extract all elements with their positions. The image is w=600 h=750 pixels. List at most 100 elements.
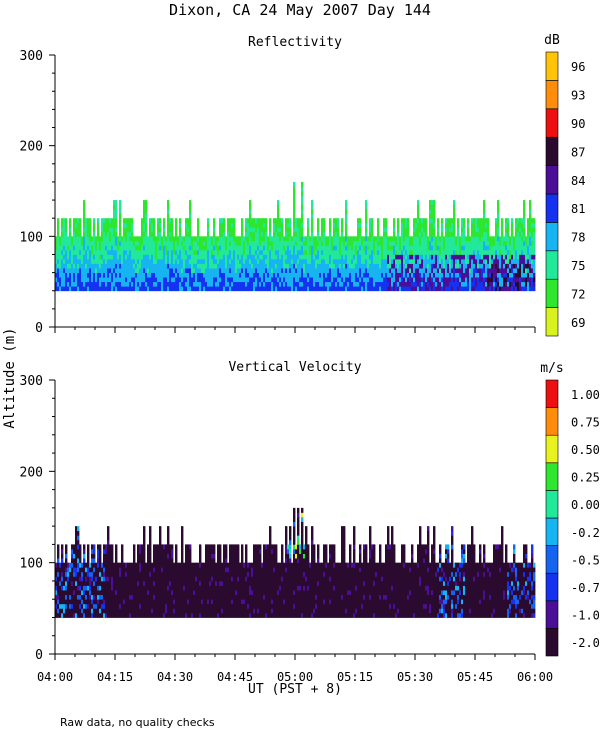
heatmap-cell [207, 571, 210, 577]
heatmap-cell [113, 576, 116, 582]
heatmap-cell [115, 236, 118, 242]
heatmap-cell [157, 580, 160, 586]
heatmap-cell [131, 222, 134, 228]
heatmap-cell [185, 599, 188, 605]
heatmap-cell [379, 268, 382, 273]
heatmap-cell [419, 236, 422, 242]
heatmap-cell [337, 281, 340, 287]
heatmap-cell [249, 268, 252, 273]
heatmap-cell [163, 544, 166, 550]
heatmap-cell [249, 277, 252, 283]
heatmap-cell [209, 567, 212, 573]
heatmap-cell [121, 562, 124, 568]
heatmap-cell [91, 590, 94, 596]
heatmap-cell [151, 608, 154, 614]
heatmap-cell [193, 576, 196, 582]
heatmap-cell [199, 567, 202, 573]
heatmap-cell [285, 263, 288, 269]
heatmap-cell [115, 580, 118, 586]
heatmap-cell [63, 612, 66, 618]
heatmap-cell [185, 286, 188, 292]
heatmap-cell [445, 281, 448, 287]
heatmap-cell [259, 245, 262, 251]
heatmap-cell [149, 603, 152, 609]
heatmap-cell [315, 240, 318, 246]
heatmap-cell [429, 245, 432, 251]
heatmap-cell [401, 263, 404, 269]
heatmap-cell [241, 259, 244, 264]
heatmap-cell [311, 218, 314, 224]
heatmap-cell [363, 259, 366, 264]
heatmap-cell [511, 231, 514, 237]
heatmap-cell [211, 567, 214, 573]
heatmap-cell [393, 254, 396, 260]
heatmap-cell [137, 612, 140, 618]
heatmap-cell [383, 268, 386, 273]
heatmap-cell [155, 236, 158, 242]
heatmap-cell [377, 231, 380, 237]
heatmap-cell [249, 245, 252, 251]
heatmap-cell [55, 272, 58, 278]
heatmap-cell [145, 222, 148, 228]
heatmap-cell [221, 286, 224, 292]
heatmap-cell [283, 277, 286, 283]
heatmap-cell [61, 236, 64, 242]
heatmap-cell [297, 249, 300, 255]
heatmap-cell [277, 236, 280, 242]
heatmap-cell [413, 245, 416, 251]
heatmap-cell [525, 236, 528, 242]
heatmap-cell [185, 580, 188, 586]
heatmap-cell [395, 277, 398, 283]
heatmap-cell [363, 245, 366, 251]
heatmap-cell [305, 268, 308, 273]
heatmap-cell [91, 553, 94, 559]
heatmap-cell [441, 227, 444, 233]
heatmap-cell [153, 571, 156, 577]
heatmap-cell [287, 222, 290, 228]
heatmap-cell [213, 544, 216, 550]
heatmap-cell [257, 286, 260, 292]
heatmap-cell [461, 272, 464, 278]
heatmap-cell [333, 277, 336, 283]
heatmap-cell [139, 268, 142, 273]
heatmap-cell [399, 249, 402, 255]
heatmap-cell [483, 268, 486, 273]
heatmap-cell [71, 286, 74, 292]
heatmap-cell [123, 585, 126, 591]
heatmap-cell [221, 254, 224, 260]
heatmap-cell [61, 240, 64, 246]
heatmap-cell [103, 603, 106, 609]
heatmap-cell [177, 603, 180, 609]
heatmap-cell [175, 240, 178, 246]
heatmap-cell [131, 580, 134, 586]
heatmap-cell [393, 286, 396, 292]
heatmap-cell [105, 277, 108, 283]
heatmap-cell [155, 263, 158, 269]
heatmap-cell [221, 236, 224, 242]
heatmap-cell [317, 259, 320, 264]
heatmap-cell [143, 585, 146, 591]
heatmap-cell [211, 249, 214, 255]
heatmap-cell [279, 236, 282, 242]
heatmap-cell [225, 268, 228, 273]
heatmap-cell [405, 286, 408, 292]
heatmap-cell [263, 222, 266, 228]
heatmap-cell [405, 218, 408, 224]
heatmap-cell [77, 530, 80, 536]
heatmap-cell [151, 567, 154, 573]
heatmap-cell [193, 245, 196, 251]
heatmap-cell [95, 254, 98, 260]
heatmap-cell [283, 281, 286, 287]
heatmap-cell [237, 286, 240, 292]
heatmap-cell [213, 222, 216, 228]
heatmap-cell [229, 553, 232, 559]
heatmap-cell [55, 571, 58, 577]
heatmap-cell [257, 227, 260, 233]
heatmap-cell [369, 249, 372, 255]
heatmap-cell [251, 245, 254, 251]
heatmap-cell [223, 259, 226, 264]
heatmap-cell [189, 594, 192, 600]
heatmap-cell [135, 236, 138, 242]
heatmap-cell [185, 218, 188, 224]
heatmap-cell [419, 268, 422, 273]
